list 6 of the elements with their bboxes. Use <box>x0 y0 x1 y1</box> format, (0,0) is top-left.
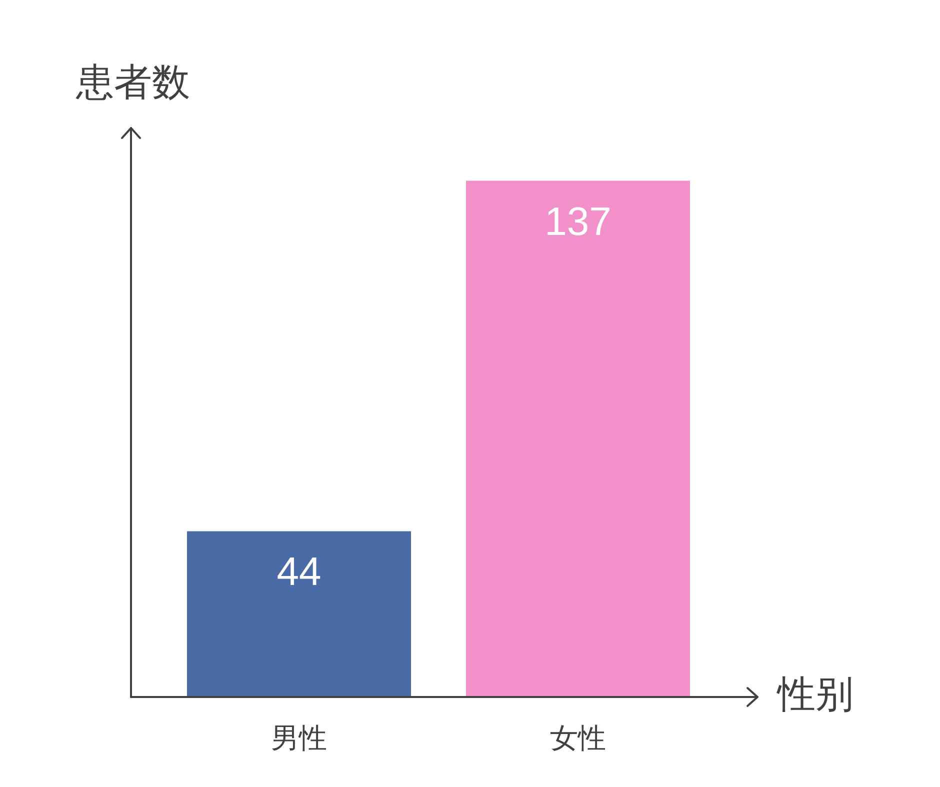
x-axis-title: 性别 <box>776 672 854 716</box>
x-tick-label: 女性 <box>550 721 606 754</box>
data-label: 44 <box>276 550 322 594</box>
x-tick-label: 男性 <box>271 721 327 754</box>
data-label: 137 <box>544 200 612 244</box>
y-axis-title: 患者数 <box>75 60 190 104</box>
